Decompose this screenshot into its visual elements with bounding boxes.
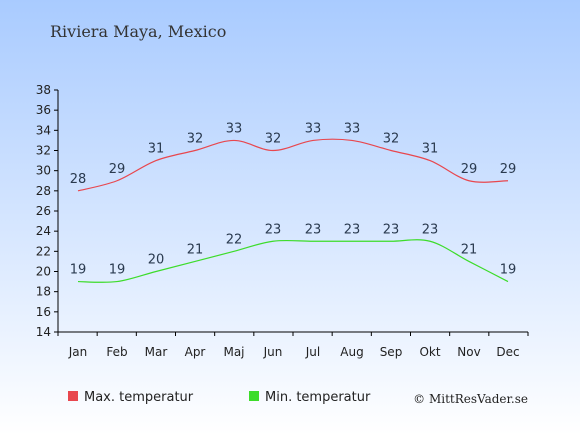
y-tick-label: 30: [36, 164, 51, 178]
data-label: 29: [109, 162, 126, 177]
data-label: 22: [226, 232, 243, 247]
data-label: 33: [226, 121, 243, 136]
data-label: 32: [187, 132, 204, 147]
data-label: 23: [422, 222, 439, 237]
chart-title: Riviera Maya, Mexico: [50, 22, 226, 41]
data-label: 19: [500, 263, 517, 278]
data-label: 21: [461, 242, 478, 257]
data-label: 23: [344, 222, 361, 237]
chart-credit: © MittResVader.se: [413, 392, 528, 406]
y-tick-label: 14: [36, 325, 51, 339]
x-tick-label: Jul: [305, 345, 320, 359]
y-tick-label: 18: [36, 285, 51, 299]
series-line-min: [77, 239, 509, 283]
x-tick-label: Maj: [223, 345, 244, 359]
y-tick-label: 24: [36, 224, 51, 238]
x-tick-label: Jun: [263, 345, 283, 359]
data-label: 20: [148, 253, 165, 268]
x-tick-label: Nov: [457, 345, 480, 359]
data-label: 33: [344, 121, 361, 136]
data-label: 23: [265, 222, 282, 237]
data-label: 31: [148, 142, 165, 157]
x-tick-label: Feb: [106, 345, 127, 359]
data-label: 21: [187, 242, 204, 257]
y-tick-label: 22: [36, 244, 51, 258]
y-tick-label: 26: [36, 204, 51, 218]
x-tick-label: Dec: [496, 345, 519, 359]
x-tick-label: Mar: [145, 345, 168, 359]
data-label: 33: [305, 121, 322, 136]
data-label: 29: [461, 162, 478, 177]
y-tick-label: 36: [36, 103, 51, 117]
legend-swatch: [68, 391, 78, 401]
data-label: 31: [422, 142, 439, 157]
data-label: 19: [70, 263, 87, 278]
y-tick-label: 38: [36, 83, 51, 97]
x-tick-label: Sep: [380, 345, 403, 359]
x-tick-label: Jan: [68, 345, 88, 359]
data-label: 28: [70, 172, 87, 187]
y-tick-label: 34: [36, 123, 51, 137]
y-tick-label: 16: [36, 305, 51, 319]
x-tick-label: Apr: [185, 345, 206, 359]
y-tick-label: 20: [36, 265, 51, 279]
y-tick-label: 28: [36, 184, 51, 198]
series-line-max: [77, 138, 509, 192]
data-label: 32: [265, 132, 282, 147]
data-label: 32: [383, 132, 400, 147]
data-label: 29: [500, 162, 517, 177]
data-label: 23: [383, 222, 400, 237]
legend-label: Max. temperatur: [84, 390, 194, 405]
data-label: 19: [109, 263, 126, 278]
y-tick-label: 32: [36, 144, 51, 158]
legend-swatch: [249, 391, 259, 401]
x-tick-label: Okt: [419, 345, 440, 359]
x-tick-label: Aug: [340, 345, 363, 359]
legend-label: Min. temperatur: [265, 390, 371, 405]
data-label: 23: [305, 222, 322, 237]
